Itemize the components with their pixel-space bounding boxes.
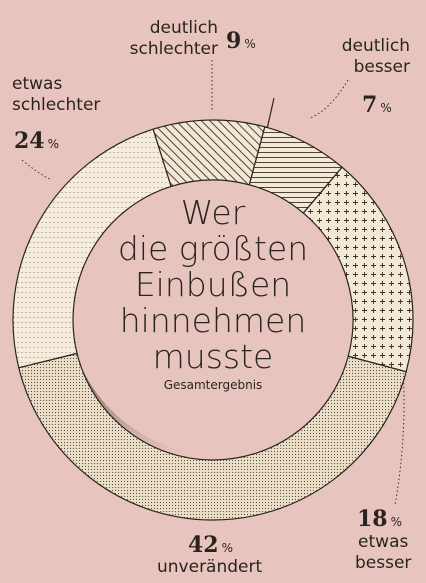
value-unit: % (380, 101, 392, 115)
value-label: 42% (188, 532, 233, 558)
value-label: 18% (357, 506, 402, 532)
title-line: Einbußen (134, 265, 292, 304)
center-subtitle: Gesamtergebnis (163, 378, 263, 392)
value-number: 24 (14, 128, 45, 154)
value-number: 7 (362, 92, 378, 118)
value-unit: % (390, 515, 403, 529)
title-line: Wer (180, 193, 246, 232)
value-label: 7% (362, 92, 392, 118)
title-line: die größten (117, 229, 309, 268)
category-label: deutlich besser (341, 36, 410, 77)
category-label: etwas schlechter (12, 74, 101, 115)
donut-segment (152, 119, 266, 188)
category-label: etwas besser (355, 532, 412, 573)
center-title: Wer die größten Einbußen hinnehmen musste (93, 195, 333, 375)
value-unit: % (244, 37, 256, 51)
value-unit: % (47, 137, 60, 151)
value-number: 18 (357, 506, 388, 532)
title-line: musste (152, 337, 274, 376)
value-unit: % (221, 541, 234, 555)
category-label: deutlich schlechter (129, 18, 219, 59)
title-line: hinnehmen (119, 301, 307, 340)
value-label: 9% (226, 28, 256, 54)
category-label: unverändert (157, 557, 263, 577)
donut-segment (18, 352, 407, 521)
value-label: 24% (14, 128, 59, 154)
value-number: 42 (188, 532, 219, 558)
value-number: 9 (226, 28, 242, 54)
